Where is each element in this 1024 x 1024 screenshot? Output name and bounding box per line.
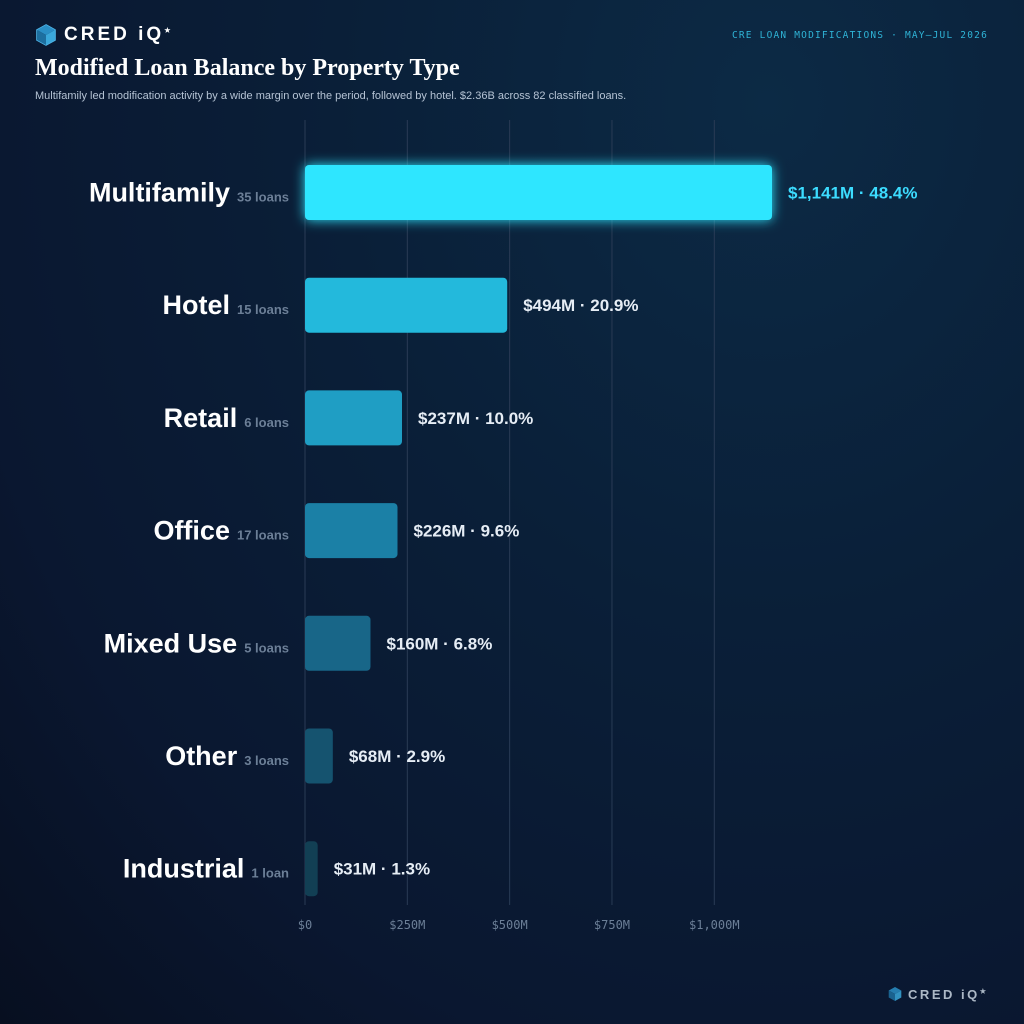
value-label: $68M · 2.9% [349,747,445,766]
loan-count: 17 loans [237,528,289,543]
category-label: Retail 6 loans [164,403,289,433]
loan-count: 3 loans [244,753,289,768]
brand-name: CRED iQ★ [64,24,171,45]
chart-subtitle: Multifamily led modification activity by… [35,90,627,102]
value-label: $31M · 1.3% [334,860,430,879]
x-tick-label: $0 [298,918,312,932]
brand-logo: CRED iQ★ [36,24,170,46]
category-name: Office [153,516,230,546]
bar-office [305,503,398,559]
bar-retail [305,390,403,446]
loan-count: 15 loans [237,302,289,317]
bar-other [305,728,333,784]
category-label: Other 3 loans [165,741,289,771]
bar-mixed-use [305,615,371,671]
loan-count: 6 loans [244,415,289,430]
loan-count: 35 loans [237,190,289,205]
x-tick-label: $1,000M [689,918,740,932]
category-label: Mixed Use 5 loans [104,628,289,658]
category-name: Multifamily [89,178,230,208]
category-name: Retail [164,403,238,433]
category-name: Other [165,741,238,771]
value-label: $160M · 6.8% [386,634,492,653]
bar-hotel [305,277,508,333]
category-label: Office 17 loans [153,516,289,546]
loan-count: 5 loans [244,640,289,655]
chart-title: Modified Loan Balance by Property Type [35,55,460,81]
value-label: $237M · 10.0% [418,409,533,428]
category-name: Mixed Use [104,628,238,658]
cred-iq-logo-icon [888,987,902,1001]
loan-count: 1 loan [251,866,289,881]
bar-multifamily [305,165,772,220]
value-label: $226M · 9.6% [413,522,519,541]
x-tick-label: $250M [389,918,425,932]
category-label: Industrial 1 loan [123,854,289,884]
value-label: $1,141M · 48.4% [788,184,917,203]
category-name: Hotel [162,290,230,320]
report-kicker: CRE LOAN MODIFICATIONS · MAY–JUL 2026 [731,30,988,41]
category-label: Hotel 15 loans [162,290,289,320]
x-tick-label: $500M [492,918,528,932]
x-tick-label: $750M [594,918,630,932]
category-label: Multifamily 35 loans [89,178,289,208]
footer-logo: CRED iQ★ [888,986,986,1002]
category-name: Industrial [123,854,245,884]
value-label: $494M · 20.9% [523,296,638,315]
cred-iq-logo-icon [36,24,56,46]
footer-brand-name: CRED iQ★ [908,986,986,1002]
bar-industrial [305,841,318,897]
